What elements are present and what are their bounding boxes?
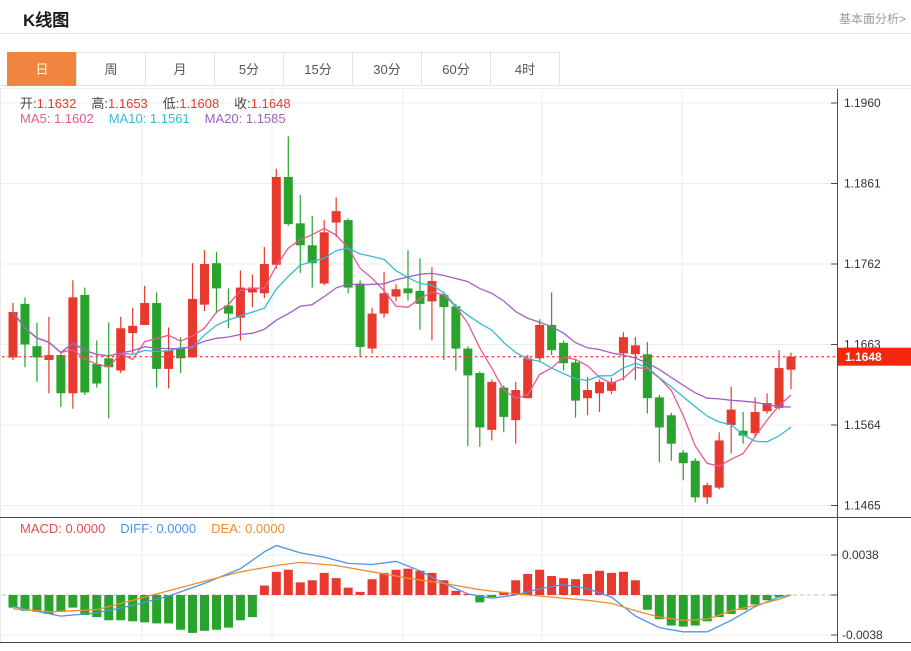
legend-item: 低:1.1608 — [162, 96, 220, 111]
tab-60分[interactable]: 60分 — [421, 52, 491, 86]
legend-item: 高:1.1653 — [91, 96, 148, 111]
page-title: K线图 — [23, 11, 70, 30]
macd-legend: MACD: 0.0000 DIFF: 0.0000 DEA: 0.0000 — [20, 521, 300, 536]
header-divider — [0, 33, 911, 34]
tab-30分[interactable]: 30分 — [352, 52, 422, 86]
period-tabbar: 日周月 5分 15分 30分 60分 4时 — [7, 52, 560, 86]
legend-item: MA20: 1.1585 — [204, 111, 286, 126]
ma-legend: MA5: 1.1602 MA10: 1.1561 MA20: 1.1585 — [20, 111, 301, 126]
svg-text:1.1648: 1.1648 — [845, 350, 882, 364]
legend-item: DEA: 0.0000 — [211, 521, 285, 536]
ohlc-legend: 开:1.1632 高:1.1653 低:1.1608 收:1.1648 — [20, 93, 306, 112]
tab-4时[interactable]: 4时 — [490, 52, 560, 86]
legend-item: MA10: 1.1561 — [108, 111, 190, 126]
fundamental-analysis-link[interactable]: 基本面分析> — [838, 12, 906, 26]
tab-5分[interactable]: 5分 — [214, 52, 284, 86]
legend-item: MACD: 0.0000 — [20, 521, 106, 536]
kline-chart-canvas[interactable]: 1.19601.18611.17621.16631.15641.14650.00… — [0, 88, 911, 651]
tab-15分[interactable]: 15分 — [283, 52, 353, 86]
svg-text:1.1861: 1.1861 — [844, 177, 881, 191]
legend-item: DIFF: 0.0000 — [120, 521, 197, 536]
legend-item: 开:1.1632 — [20, 96, 77, 111]
legend-item: 收:1.1648 — [234, 96, 291, 111]
svg-text:0.0038: 0.0038 — [842, 548, 879, 562]
svg-text:-0.0038: -0.0038 — [842, 628, 883, 642]
tab-周[interactable]: 周 — [76, 52, 146, 86]
legend-item: MA5: 1.1602 — [20, 111, 94, 126]
svg-text:1.1564: 1.1564 — [844, 418, 881, 432]
tab-月[interactable]: 月 — [145, 52, 215, 86]
svg-text:1.1762: 1.1762 — [844, 257, 881, 271]
svg-text:1.1960: 1.1960 — [844, 96, 881, 110]
tab-日[interactable]: 日 — [7, 52, 77, 86]
svg-text:1.1465: 1.1465 — [844, 499, 881, 513]
